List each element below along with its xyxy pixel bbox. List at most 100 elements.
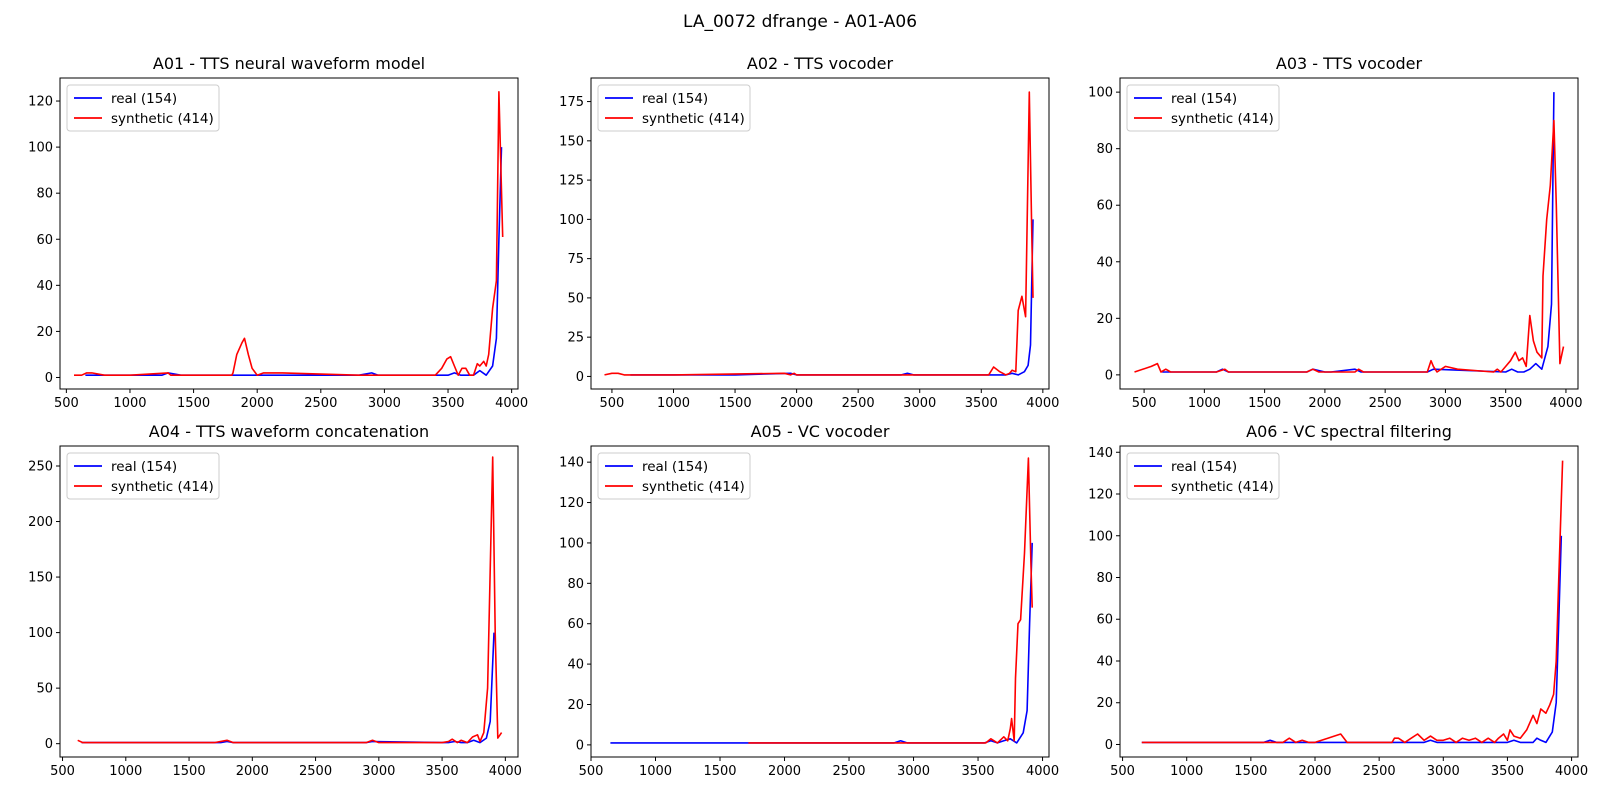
y-tick-label: 60 — [36, 233, 53, 248]
y-tick-label: 100 — [559, 536, 584, 551]
axes-frame — [590, 445, 1050, 758]
legend: real (154) synthetic (414) — [1126, 84, 1280, 132]
x-tick-label: 500 — [1110, 764, 1135, 779]
x-tick-label: 2500 — [304, 396, 337, 411]
y-tick-label: 0 — [1105, 368, 1113, 383]
y-tick-label: 40 — [36, 279, 53, 294]
y-tick-label: 100 — [1088, 86, 1113, 101]
x-tick-label: 3500 — [431, 396, 464, 411]
y-tick-label: 250 — [28, 459, 53, 474]
legend-label-synthetic: synthetic (414) — [642, 111, 745, 127]
x-tick-label: 2500 — [1369, 396, 1402, 411]
y-tick-label: 120 — [1088, 488, 1113, 503]
x-tick-label: 2500 — [1363, 764, 1396, 779]
legend: real (154) synthetic (414) — [1126, 452, 1280, 500]
x-tick-label: 1500 — [177, 396, 210, 411]
axes-frame — [590, 77, 1050, 390]
y-tick-label: 125 — [559, 174, 584, 189]
legend-label-real: real (154) — [111, 459, 177, 475]
legend-label-synthetic: synthetic (414) — [111, 111, 214, 127]
x-tick-label: 2500 — [842, 396, 875, 411]
x-tick-label: 1000 — [657, 396, 690, 411]
y-tick-label: 20 — [36, 325, 53, 340]
y-tick-label: 40 — [1096, 654, 1113, 669]
subplot-title: A04 - TTS waveform concatenation — [149, 422, 429, 441]
x-tick-label: 2000 — [780, 396, 813, 411]
y-tick-label: 80 — [36, 187, 53, 202]
x-tick-label: 3000 — [897, 764, 930, 779]
y-tick-label: 120 — [28, 95, 53, 110]
x-tick-label: 2500 — [299, 764, 332, 779]
axes-frame — [1119, 77, 1579, 390]
y-tick-label: 140 — [1088, 446, 1113, 461]
y-tick-label: 0 — [576, 738, 584, 753]
x-tick-label: 3000 — [362, 764, 395, 779]
x-tick-label: 4000 — [489, 764, 522, 779]
x-tick-label: 2000 — [236, 764, 269, 779]
x-tick-label: 500 — [1132, 396, 1157, 411]
series-line-synthetic — [748, 457, 1033, 744]
series-line-real — [630, 219, 1034, 376]
x-tick-label: 1500 — [719, 396, 752, 411]
axes-frame — [59, 445, 519, 758]
y-tick-label: 80 — [1096, 571, 1113, 586]
x-tick-label: 1000 — [1170, 764, 1203, 779]
legend-box — [597, 452, 751, 500]
legend-label-real: real (154) — [1171, 91, 1237, 107]
series-line-synthetic — [1134, 119, 1565, 373]
y-tick-label: 100 — [28, 626, 53, 641]
legend: real (154) synthetic (414) — [597, 84, 751, 132]
legend: real (154) synthetic (414) — [597, 452, 751, 500]
series-line-real — [1141, 535, 1563, 744]
axes-frame — [59, 77, 519, 390]
series-line-synthetic — [604, 91, 1034, 376]
subplot-title: A02 - TTS vocoder — [747, 54, 894, 73]
y-tick-label: 0 — [45, 737, 53, 752]
y-tick-label: 40 — [567, 658, 584, 673]
legend-label-real: real (154) — [642, 459, 708, 475]
x-tick-label: 3000 — [1427, 764, 1460, 779]
x-tick-label: 500 — [600, 396, 625, 411]
legend-label-synthetic: synthetic (414) — [1171, 479, 1274, 495]
y-tick-label: 75 — [567, 252, 584, 267]
x-tick-label: 500 — [54, 396, 79, 411]
series-line-synthetic — [74, 91, 504, 377]
subplot-title: A05 - VC vocoder — [751, 422, 890, 441]
figure-title: LA_0072 dfrange - A01-A06 — [682, 12, 918, 32]
x-tick-label: 2000 — [1308, 396, 1341, 411]
x-tick-label: 3500 — [961, 764, 994, 779]
x-tick-label: 1500 — [173, 764, 206, 779]
y-tick-label: 0 — [576, 370, 584, 385]
legend-label-real: real (154) — [1171, 459, 1237, 475]
legend-label-synthetic: synthetic (414) — [111, 479, 214, 495]
series-line-synthetic — [77, 456, 503, 744]
legend: real (154) synthetic (414) — [66, 84, 220, 132]
y-tick-label: 200 — [28, 515, 53, 530]
y-tick-label: 80 — [567, 577, 584, 592]
y-tick-label: 140 — [559, 456, 584, 471]
y-tick-label: 50 — [36, 682, 53, 697]
legend-box — [1126, 452, 1280, 500]
x-tick-label: 1000 — [109, 764, 142, 779]
axes-frame — [1119, 445, 1579, 758]
x-tick-label: 2000 — [241, 396, 274, 411]
x-tick-label: 4000 — [1555, 764, 1588, 779]
subplot-4: A04 - TTS waveform concatenation 50 0 1000 1… — [28, 422, 522, 779]
x-tick-label: 3500 — [1489, 396, 1522, 411]
x-tick-label: 3500 — [426, 764, 459, 779]
y-tick-label: 50 — [567, 291, 584, 306]
series-line-real — [81, 632, 495, 744]
x-tick-label: 1500 — [1234, 764, 1267, 779]
y-tick-label: 100 — [28, 141, 53, 156]
x-tick-label: 3500 — [1491, 764, 1524, 779]
y-tick-label: 100 — [1088, 529, 1113, 544]
x-tick-label: 2000 — [768, 764, 801, 779]
subplot-title: A01 - TTS neural waveform model — [153, 54, 425, 73]
y-tick-label: 20 — [1096, 312, 1113, 327]
x-tick-label: 3500 — [965, 396, 998, 411]
y-tick-label: 20 — [567, 698, 584, 713]
